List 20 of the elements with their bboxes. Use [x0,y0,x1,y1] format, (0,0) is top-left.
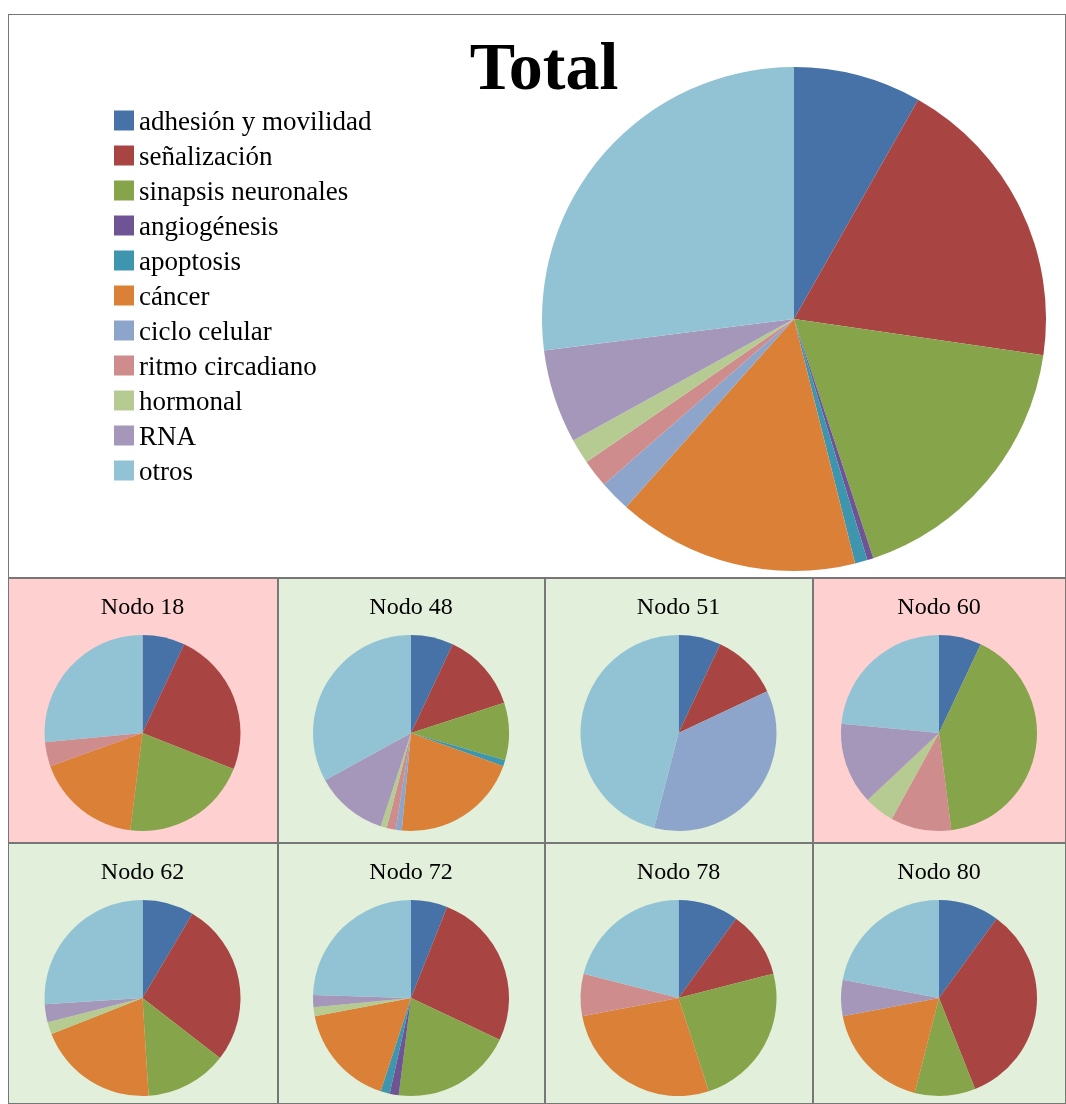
legend-label: adhesión y movilidad [139,105,372,136]
chart-title: Nodo 72 [369,858,453,884]
legend-label: cáncer [139,280,210,311]
legend-label: señalización [139,140,273,171]
legend-label: ritmo circadiano [139,350,317,381]
legend-label: apoptosis [139,245,242,276]
chart-title: Nodo 18 [100,593,185,619]
chart-title: Total [469,28,619,104]
legend-label: angiogénesis [139,210,279,241]
legend-label: RNA [139,420,197,451]
chart-title: Nodo 80 [897,858,981,884]
chart-title: Nodo 60 [897,593,981,619]
legend-label: sinapsis neuronales [139,175,349,206]
legend-label: hormonal [139,385,243,416]
chart-title: Nodo 48 [369,593,453,619]
chart-title: Nodo 78 [636,858,721,884]
chart-title: Nodo 51 [636,593,721,619]
legend-label: ciclo celular [139,315,272,346]
legend-label: otros [139,455,193,486]
chart-title: Nodo 62 [100,858,185,884]
